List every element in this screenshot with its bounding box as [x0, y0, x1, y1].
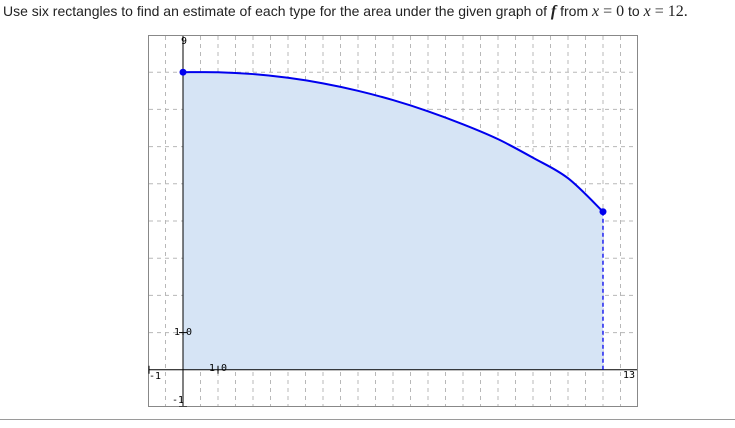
prompt-text: Use six rectangles to find an estimate o… [3, 3, 551, 19]
function-graph: 9 1.0 -1 1.0 -1 13 [148, 35, 638, 407]
y-tick-label-neg: -1 [172, 395, 184, 406]
axis-ticks [148, 332, 219, 407]
prompt-from: from [556, 3, 592, 19]
prompt-to: to [624, 3, 644, 19]
y-tick-label-top: 9 [181, 36, 187, 47]
x-tick-label-neg: -1 [149, 371, 161, 382]
function-symbol: f [550, 3, 557, 20]
equals-start: = [599, 3, 617, 20]
end-value: 12. [667, 3, 688, 20]
problem-statement: Use six rectangles to find an estimate o… [3, 3, 688, 21]
equals-end: = [650, 3, 668, 20]
content-divider [0, 419, 735, 420]
end-point [599, 208, 607, 216]
start-value: 0 [616, 3, 625, 20]
x-tick-label-right: 13 [623, 370, 635, 381]
y-tick-label-one: 1.0 [174, 327, 192, 338]
start-point [179, 68, 187, 76]
area-under-curve [183, 72, 603, 370]
var-x-end: x [643, 3, 651, 20]
x-tick-label-one: 1.0 [209, 363, 227, 374]
function-curve [182, 71, 604, 213]
var-x-start: x [592, 3, 600, 20]
